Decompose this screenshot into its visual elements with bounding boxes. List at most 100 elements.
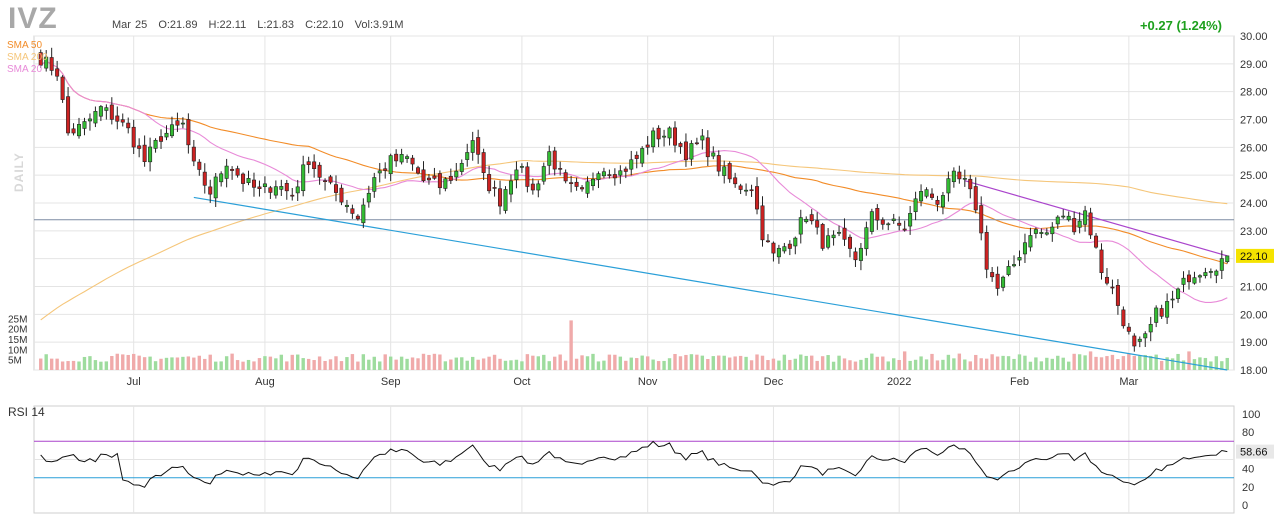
volume-bar <box>1170 358 1175 370</box>
candle-body <box>230 168 235 171</box>
ticker-symbol: IVZ <box>8 2 58 35</box>
price-tick-label: 24.00 <box>1240 198 1268 210</box>
candle-body <box>793 237 798 247</box>
rsi-line <box>40 440 1228 488</box>
volume-bar <box>531 355 535 370</box>
candle-body <box>1099 249 1104 274</box>
volume-bar <box>1110 354 1115 370</box>
volume-bar <box>624 360 628 370</box>
candle-body <box>880 219 885 225</box>
candle-body <box>1225 255 1230 263</box>
volume-bar <box>1034 357 1038 370</box>
volume-bar <box>203 358 207 370</box>
candle-body <box>361 204 366 224</box>
volume-bar <box>777 360 781 370</box>
candle-body <box>279 186 284 190</box>
candle-body <box>623 168 628 172</box>
volume-bar <box>274 358 278 370</box>
candle-body <box>902 228 907 231</box>
volume-bar <box>673 353 677 370</box>
candle-body <box>1044 232 1049 235</box>
candle-body <box>323 180 328 183</box>
volume-bar <box>864 357 869 370</box>
volume-bar <box>1094 356 1098 370</box>
volume-tick-label: 20M <box>8 325 27 336</box>
volume-bar <box>498 358 502 370</box>
candle-body <box>1197 275 1202 278</box>
volume-bar <box>438 354 442 370</box>
candle-body <box>1006 266 1011 275</box>
candle-body <box>678 143 683 147</box>
volume-bar <box>345 357 349 370</box>
volume-bar <box>153 361 158 370</box>
volume-bar <box>1214 356 1219 370</box>
volume-bar <box>886 361 890 370</box>
volume-bar <box>930 353 934 370</box>
volume-bar <box>547 361 551 370</box>
candle-body <box>487 174 492 192</box>
candle-body <box>328 176 333 183</box>
volume-bar <box>618 356 623 370</box>
candle-body <box>530 183 535 191</box>
volume-bar <box>870 353 874 370</box>
candle-body <box>875 208 880 221</box>
candle-body <box>771 242 776 254</box>
volume-bar <box>1149 355 1153 370</box>
candle-body <box>749 189 754 192</box>
volume-bar <box>405 358 409 370</box>
candle-body <box>301 164 306 192</box>
volume-bar <box>454 357 458 370</box>
volume-bar <box>164 357 169 370</box>
candle-body <box>120 119 125 123</box>
volume-bar <box>416 358 420 370</box>
volume-bar <box>49 358 54 370</box>
volume-bar <box>990 354 994 370</box>
volume-bar <box>1198 357 1202 370</box>
volume-bar <box>99 361 103 370</box>
candle-body <box>940 195 945 208</box>
candle-body <box>306 161 311 165</box>
sma-20-line <box>40 60 1228 303</box>
candle-body <box>355 215 360 220</box>
volume-bar <box>175 357 180 370</box>
candle-body <box>1028 235 1033 248</box>
volume-bar <box>1187 351 1191 370</box>
volume-bar <box>1154 354 1158 370</box>
candle-body <box>235 168 240 176</box>
volume-bar <box>219 361 223 370</box>
candle-body <box>148 146 153 163</box>
candle-body <box>339 187 344 203</box>
volume-bar <box>1050 358 1054 370</box>
volume-bar <box>1072 353 1076 370</box>
candle-body <box>634 154 639 159</box>
candle-body <box>142 144 147 162</box>
candle-body <box>1132 335 1137 347</box>
volume-bar <box>1061 357 1065 370</box>
volume-bar <box>629 357 633 370</box>
volume-bar <box>492 354 497 370</box>
volume-bar <box>115 353 119 370</box>
volume-bar <box>77 361 81 370</box>
volume-bar <box>733 356 737 370</box>
candle-body <box>935 199 940 205</box>
candle-body <box>897 222 902 226</box>
volume-bar <box>296 354 300 370</box>
volume-bar <box>214 361 218 370</box>
volume-bar <box>1225 357 1229 370</box>
volume-bar <box>831 361 836 370</box>
candle-body <box>241 173 246 184</box>
candle-body <box>590 178 595 187</box>
candle-body <box>197 161 202 170</box>
candle-body <box>131 126 136 148</box>
volume-bar <box>367 359 371 370</box>
volume-bar <box>1121 356 1126 370</box>
volume-bar <box>727 357 732 370</box>
candle-body <box>951 170 956 183</box>
candle-body <box>350 208 355 214</box>
candle-body <box>1012 264 1017 267</box>
volume-bar <box>1209 361 1213 370</box>
candle-body <box>519 166 524 168</box>
low-value: L:21.83 <box>257 19 294 31</box>
price-tick-label: 30.00 <box>1240 31 1268 43</box>
